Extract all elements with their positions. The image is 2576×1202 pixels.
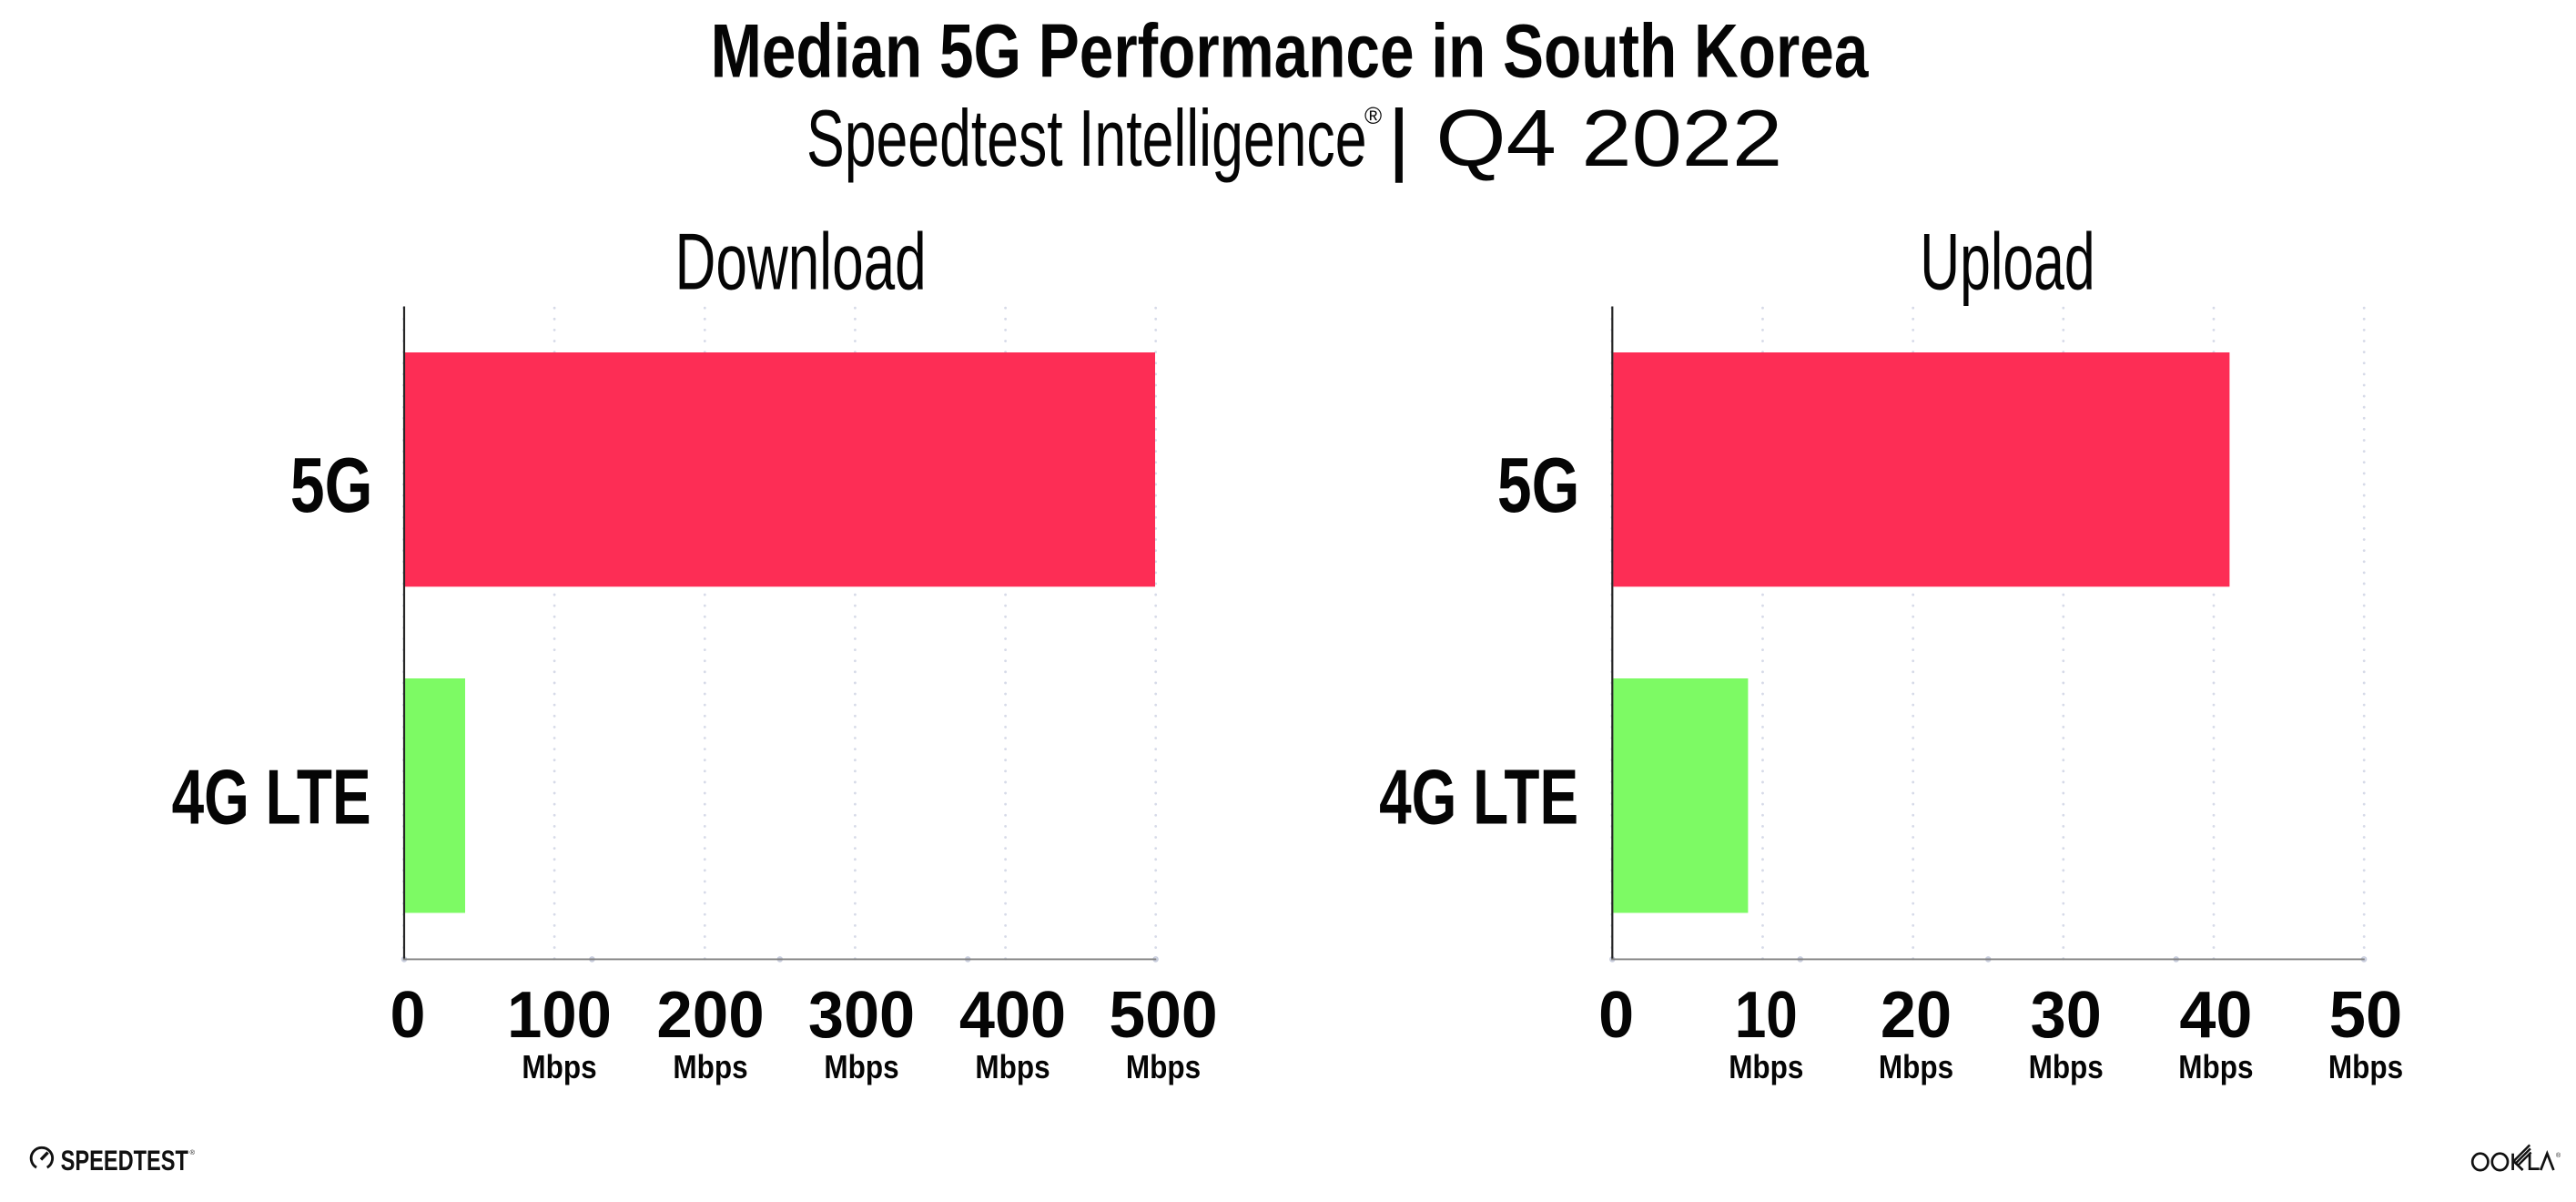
svg-text:Mbps: Mbps — [2178, 1049, 2253, 1085]
svg-text:Download: Download — [674, 218, 926, 307]
svg-text:Median 5G Performance in South: Median 5G Performance in South Korea — [711, 9, 1869, 95]
svg-text:Mbps: Mbps — [2328, 1049, 2403, 1085]
svg-text:Mbps: Mbps — [1126, 1049, 1201, 1085]
svg-text:Mbps: Mbps — [975, 1049, 1050, 1085]
svg-text:| Q4 2022: | Q4 2022 — [1387, 93, 1782, 183]
svg-text:Mbps: Mbps — [1729, 1049, 1803, 1085]
svg-text:100: 100 — [507, 978, 612, 1052]
svg-text:30: 30 — [2031, 979, 2102, 1052]
svg-text:500: 500 — [1109, 979, 1217, 1052]
svg-text:40: 40 — [2179, 979, 2252, 1052]
svg-text:®: ® — [1364, 102, 1382, 129]
svg-text:4G LTE: 4G LTE — [1379, 755, 1578, 841]
svg-text:200: 200 — [656, 979, 764, 1053]
svg-text:Mbps: Mbps — [673, 1049, 747, 1085]
svg-text:0: 0 — [390, 979, 426, 1052]
svg-text:5G: 5G — [1497, 443, 1580, 529]
svg-text:5G: 5G — [290, 443, 373, 529]
svg-text:4G LTE: 4G LTE — [172, 755, 371, 841]
svg-text:0: 0 — [1598, 979, 1634, 1052]
svg-text:SPEEDTEST: SPEEDTEST — [61, 1145, 188, 1177]
svg-text:Mbps: Mbps — [2029, 1049, 2104, 1085]
svg-text:10: 10 — [1735, 979, 1798, 1052]
svg-text:300: 300 — [808, 979, 915, 1052]
svg-text:®: ® — [190, 1148, 196, 1156]
svg-text:®: ® — [2556, 1152, 2561, 1159]
svg-text:20: 20 — [1881, 979, 1952, 1052]
svg-text:Speedtest Intelligence: Speedtest Intelligence — [806, 95, 1366, 184]
svg-text:Mbps: Mbps — [522, 1049, 596, 1085]
svg-text:Mbps: Mbps — [1879, 1049, 1953, 1085]
svg-text:Mbps: Mbps — [824, 1049, 898, 1085]
svg-text:Upload: Upload — [1920, 219, 2094, 308]
svg-text:50: 50 — [2329, 979, 2402, 1052]
svg-text:400: 400 — [959, 979, 1066, 1052]
